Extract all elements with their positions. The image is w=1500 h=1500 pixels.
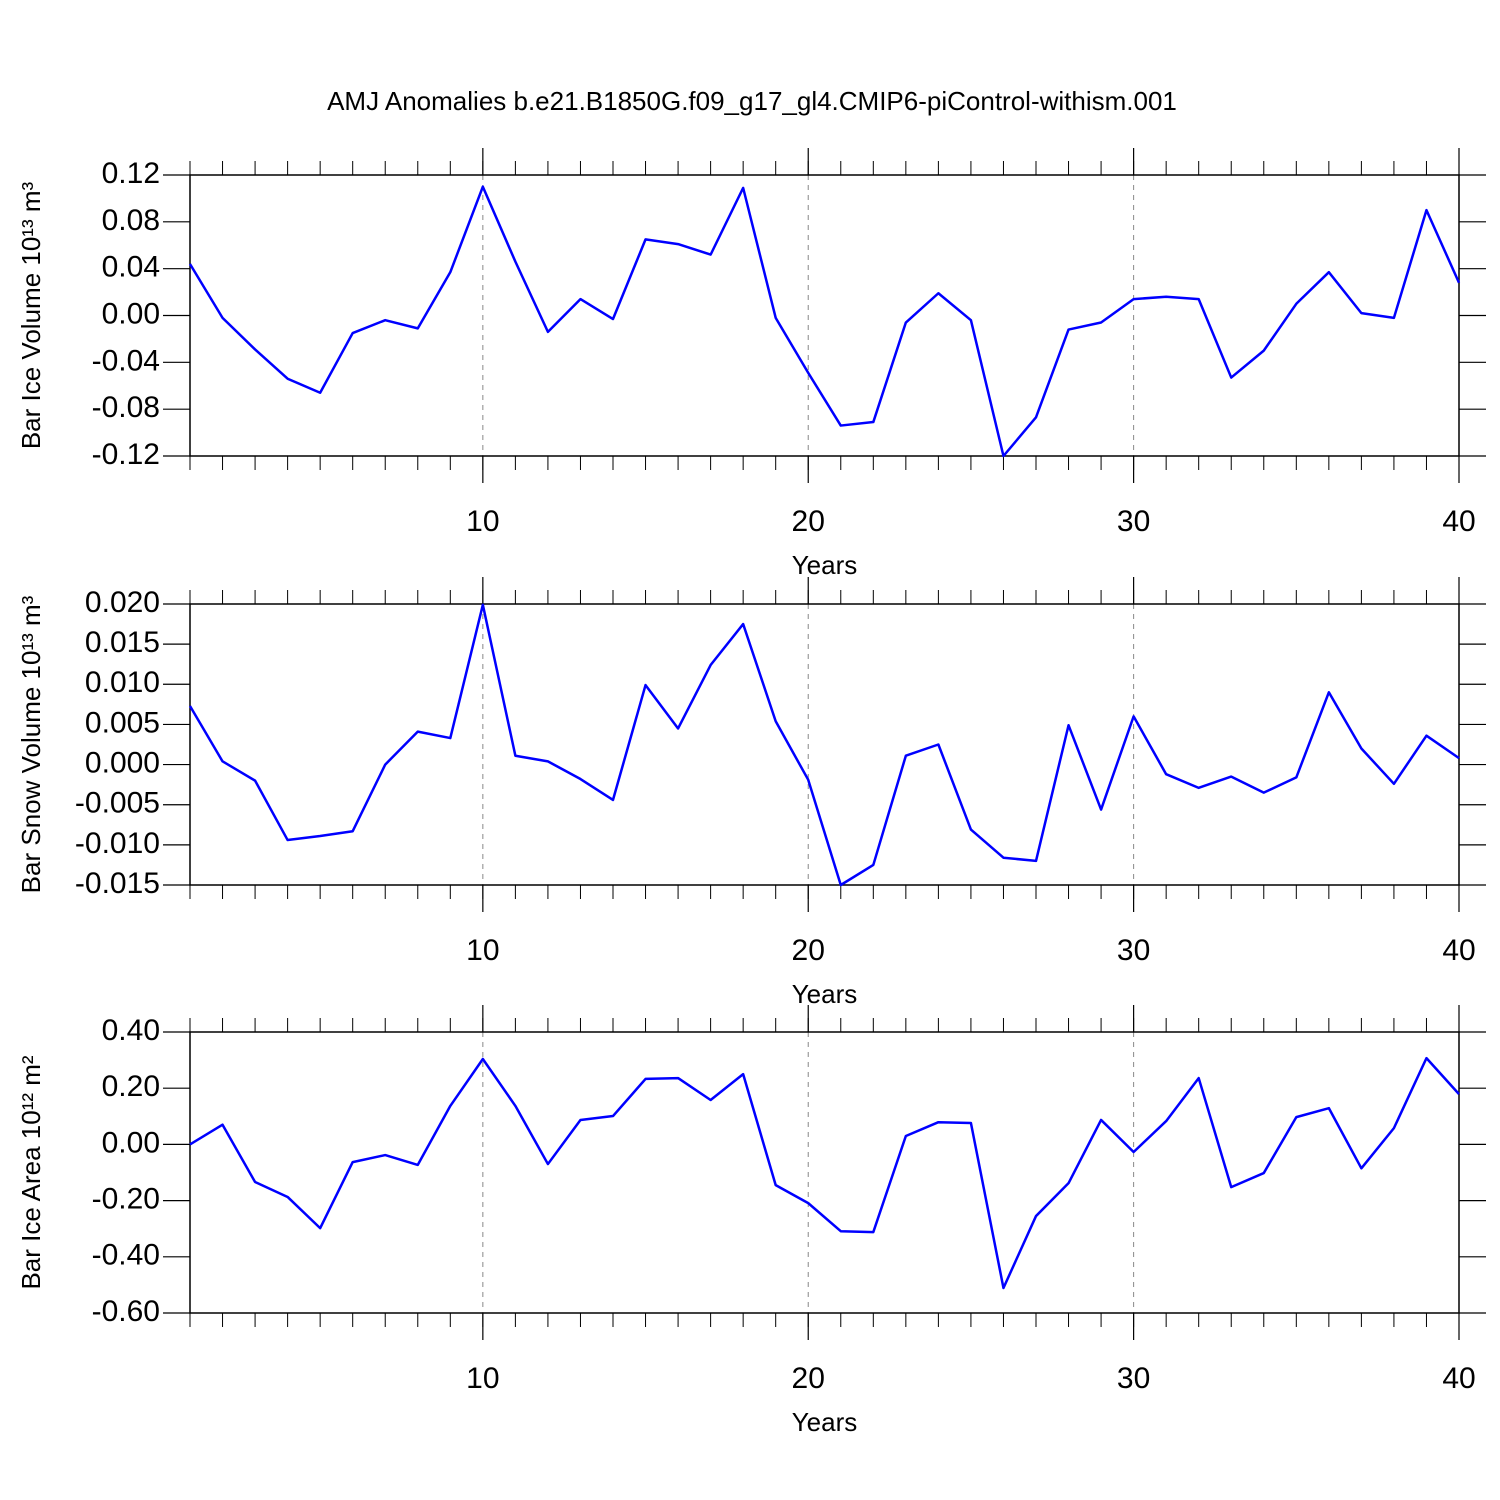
x-tick-label: 10 [466, 934, 499, 967]
y-tick-label: 0.04 [102, 251, 160, 284]
y-tick-label: 0.010 [85, 666, 160, 699]
y-tick-label: -0.015 [75, 867, 160, 900]
x-tick-label: 10 [466, 505, 499, 538]
y-tick-label: -0.005 [75, 787, 160, 820]
x-axis-label: Years [792, 979, 858, 1009]
data-line [188, 185, 1461, 458]
x-tick-label: 20 [792, 934, 825, 967]
plot-frame [189, 603, 1460, 886]
y-tick-label: -0.12 [92, 438, 160, 471]
x-tick-label: 20 [792, 505, 825, 538]
y-tick-label: 0.005 [85, 706, 160, 739]
y-axis-label: Bar Ice Area 10¹² m² [16, 1055, 46, 1289]
y-axis-label: Bar Ice Volume 10¹³ m³ [16, 182, 46, 450]
y-axis-label: Bar Snow Volume 10¹³ m³ [16, 595, 46, 893]
x-tick-label: 30 [1117, 505, 1150, 538]
x-tick-label: 30 [1117, 934, 1150, 967]
y-tick-label: 0.40 [102, 1014, 160, 1047]
y-tick-label: 0.000 [85, 746, 160, 779]
x-axis-label: Years [792, 1407, 858, 1437]
y-tick-label: -0.010 [75, 827, 160, 860]
figure-title: AMJ Anomalies b.e21.B1850G.f09_g17_gl4.C… [327, 86, 1177, 116]
x-tick-label: 30 [1117, 1362, 1150, 1395]
y-tick-label: 0.015 [85, 626, 160, 659]
y-tick-label: -0.04 [92, 344, 160, 377]
y-tick-label: 0.12 [102, 157, 160, 190]
y-tick-label: 0.00 [102, 1126, 160, 1159]
x-tick-label: 20 [792, 1362, 825, 1395]
x-tick-label: 40 [1442, 1362, 1475, 1395]
x-tick-label: 40 [1442, 505, 1475, 538]
y-tick-label: -0.40 [92, 1239, 160, 1272]
x-tick-label: 10 [466, 1362, 499, 1395]
x-tick-label: 40 [1442, 934, 1475, 967]
data-line [189, 1056, 1460, 1290]
data-line [188, 603, 1460, 887]
plot-frame [189, 1031, 1460, 1314]
y-tick-label: 0.08 [102, 204, 160, 237]
y-tick-label: -0.20 [92, 1183, 160, 1216]
y-tick-label: 0.20 [102, 1070, 160, 1103]
y-tick-label: 0.00 [102, 297, 160, 330]
x-axis-label: Years [792, 550, 858, 580]
y-tick-label: 0.020 [85, 586, 160, 619]
y-tick-label: -0.08 [92, 391, 160, 424]
plot-frame [189, 174, 1460, 457]
y-tick-label: -0.60 [92, 1295, 160, 1328]
